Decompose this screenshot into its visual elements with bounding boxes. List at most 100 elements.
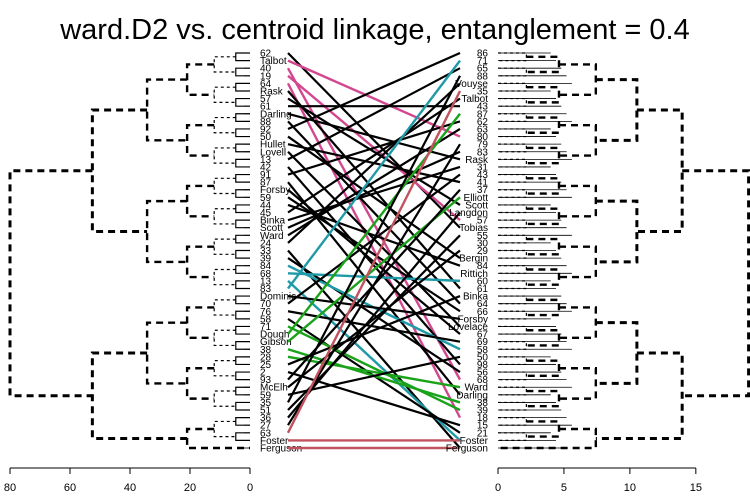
left-leaf-label: 38 <box>260 345 272 356</box>
left-dendrogram-branch <box>213 116 236 134</box>
right-leaf-label: Ward <box>464 383 488 394</box>
right-dendrogram-branch <box>498 401 527 411</box>
left-leaf-label: 40 <box>260 64 272 75</box>
left-leaf-label: Dough <box>260 330 289 341</box>
left-dendrogram-branch <box>235 113 250 122</box>
right-leaf-label: 80 <box>477 132 489 143</box>
right-leaf-label: Rittich <box>460 269 488 280</box>
right-leaf-label: 43 <box>477 102 489 113</box>
right-leaf-label: 58 <box>477 345 489 356</box>
right-dendrogram-branch <box>498 219 527 229</box>
left-leaf-labels: 62Talbot401964Rask5761Darling889250Hulle… <box>260 49 302 455</box>
connection-line <box>287 294 461 320</box>
right-dendrogram-branch <box>558 367 598 400</box>
connection-line <box>287 52 461 229</box>
left-leaf-label: Binka <box>260 216 285 227</box>
left-leaf-label: 58 <box>260 314 272 325</box>
left-leaf-label: 45 <box>260 208 272 219</box>
right-leaf-label: 18 <box>477 413 489 424</box>
right-leaf-label: 98 <box>477 360 489 371</box>
right-leaf-label: 61 <box>477 284 489 295</box>
connection-line <box>287 249 461 389</box>
chart-title: ward.D2 vs. centroid linkage, entangleme… <box>59 14 690 46</box>
left-dendrogram-branch <box>235 219 250 229</box>
connection-line <box>287 75 461 403</box>
left-leaf-label: 68 <box>260 269 272 280</box>
right-dendrogram-branch <box>498 173 527 183</box>
left-leaf-label: 35 <box>260 398 272 409</box>
right-dendrogram-branch <box>595 321 639 385</box>
left-leaf-label: 70 <box>260 299 272 310</box>
right-dendrogram-branch <box>498 249 527 259</box>
connection-line <box>287 165 461 222</box>
left-leaf-label: 76 <box>260 307 272 318</box>
left-leaf-label: Ward <box>260 231 284 242</box>
right-leaf-label: Elliott <box>464 193 489 204</box>
connection-line <box>287 234 461 411</box>
left-dendrogram-branch <box>235 97 250 107</box>
left-leaf-label: 93 <box>260 375 272 386</box>
connection-line <box>287 59 461 290</box>
right-leaf-label: Rask <box>465 155 489 166</box>
right-dendrogram <box>498 52 750 450</box>
left-leaf-label: 42 <box>260 162 272 173</box>
connection-line <box>287 97 461 214</box>
left-leaf-label: 87 <box>260 178 272 189</box>
right-dendrogram-branch <box>498 143 527 153</box>
left-leaf-label: Lovell <box>260 147 286 158</box>
left-dendrogram-branch <box>235 417 250 426</box>
right-dendrogram-branch <box>526 420 561 438</box>
right-dendrogram-branch <box>558 63 598 96</box>
left-dendrogram-branch <box>235 189 250 198</box>
right-leaf-label: Langdon <box>449 208 488 219</box>
right-dendrogram-branch <box>498 295 527 305</box>
right-dendrogram-branch <box>526 177 561 195</box>
right-dendrogram-branch <box>526 55 561 74</box>
right-leaf-label: 84 <box>477 261 489 272</box>
left-dendrogram-branch <box>213 420 236 438</box>
left-dendrogram-branch <box>213 360 236 377</box>
right-dendrogram-branch <box>526 146 561 165</box>
left-dendrogram-branch <box>235 325 250 335</box>
left-leaf-label: 19 <box>260 71 272 82</box>
left-dendrogram-branch <box>213 268 236 286</box>
left-leaf-label: Foster <box>260 436 289 447</box>
left-dendrogram <box>8 52 250 450</box>
left-axis-tick-label: 80 <box>4 482 16 494</box>
right-axis-tick-label: 5 <box>561 482 567 494</box>
right-leaf-label: 41 <box>477 178 489 189</box>
left-leaf-label: 83 <box>260 284 272 295</box>
left-dendrogram-branch <box>235 295 250 305</box>
right-dendrogram-branch <box>526 85 561 104</box>
left-dendrogram-branch <box>213 208 236 225</box>
left-dendrogram-branch <box>213 86 236 103</box>
left-dendrogram-branch <box>235 204 250 214</box>
left-dendrogram-branch <box>235 432 250 442</box>
left-dendrogram-branch <box>213 329 236 347</box>
right-leaf-label: 65 <box>477 64 489 75</box>
right-leaf-label: 86 <box>477 49 489 60</box>
left-leaf-label: 13 <box>260 276 272 287</box>
left-leaf-label: 62 <box>260 49 272 60</box>
right-leaf-labels: 86716588Vouyse35Talbot43876263807983Rask… <box>446 49 489 455</box>
right-leaf-label: Forsby <box>457 314 488 325</box>
right-leaf-label: Tobias <box>459 223 488 234</box>
connection-line <box>287 355 461 389</box>
left-leaf-label: 71 <box>260 322 272 333</box>
left-leaf-label: 88 <box>260 117 272 128</box>
left-leaf-label: 64 <box>260 79 272 90</box>
right-dendrogram-branch <box>682 169 750 398</box>
right-dendrogram-branch <box>498 97 527 107</box>
right-dendrogram-branch <box>498 371 527 381</box>
right-leaf-label: 67 <box>477 330 489 341</box>
right-dendrogram-branch <box>498 280 527 290</box>
left-dendrogram-branch <box>185 184 215 218</box>
right-dendrogram-branch <box>498 432 527 442</box>
left-leaf-label: 44 <box>260 200 272 211</box>
connection-line <box>287 59 461 138</box>
right-dendrogram-branch <box>498 158 527 168</box>
left-dendrogram-branch <box>235 82 250 92</box>
right-dendrogram-branch <box>526 329 561 347</box>
right-dendrogram-branch <box>498 128 527 138</box>
left-leaf-label: 84 <box>260 261 272 272</box>
